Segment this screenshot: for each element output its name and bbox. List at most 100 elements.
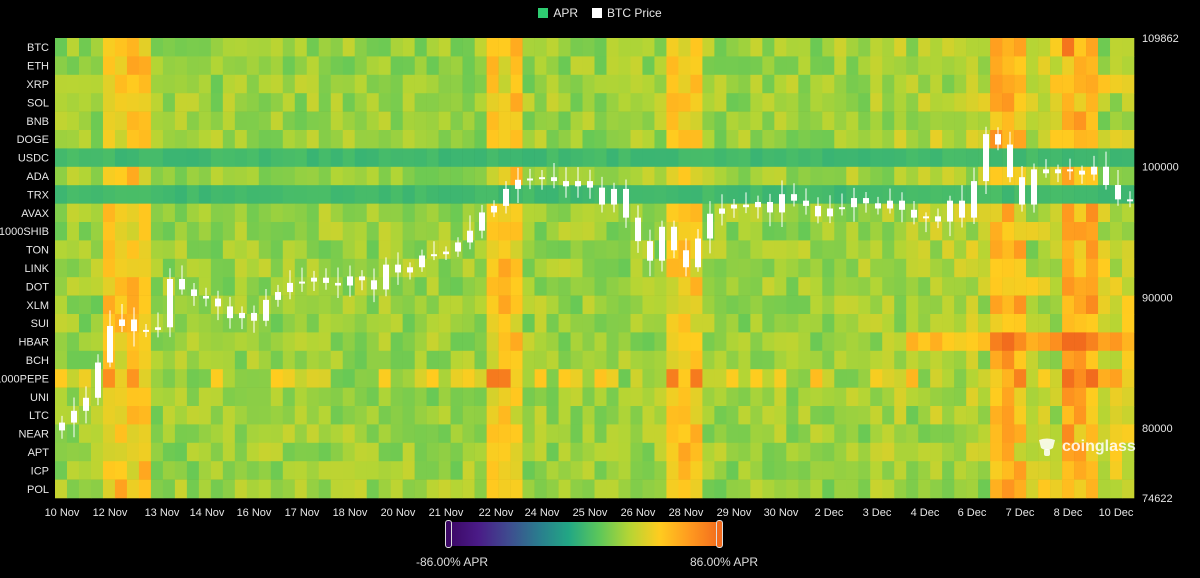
heat-cell[interactable]	[462, 461, 475, 480]
heat-cell[interactable]	[654, 295, 667, 315]
heat-cell[interactable]	[486, 166, 499, 186]
heat-cell[interactable]	[438, 461, 451, 480]
heat-cell[interactable]	[1098, 240, 1111, 260]
candle-body[interactable]	[119, 319, 125, 326]
candle-body[interactable]	[935, 216, 941, 222]
heat-cell[interactable]	[306, 240, 320, 260]
heat-cell[interactable]	[390, 314, 403, 333]
candle-body[interactable]	[1079, 170, 1085, 175]
heat-cell[interactable]	[570, 130, 583, 149]
heat-cell[interactable]	[222, 56, 236, 76]
heat-cell[interactable]	[582, 277, 595, 296]
heat-cell[interactable]	[294, 387, 308, 407]
heat-cell[interactable]	[954, 295, 967, 315]
heat-cell[interactable]	[882, 56, 895, 76]
heat-cell[interactable]	[510, 424, 523, 444]
candle-body[interactable]	[107, 325, 113, 363]
heat-cell[interactable]	[990, 240, 1003, 260]
heat-cell[interactable]	[678, 350, 691, 370]
heat-cell[interactable]	[642, 314, 655, 333]
heat-cell[interactable]	[834, 240, 847, 260]
heat-cell[interactable]	[750, 258, 763, 278]
heat-cell[interactable]	[690, 38, 703, 57]
heat-cell[interactable]	[750, 93, 763, 112]
heat-cell[interactable]	[354, 350, 368, 370]
heat-cell[interactable]	[282, 369, 296, 388]
heat-cell[interactable]	[1098, 479, 1111, 499]
heat-cell[interactable]	[1002, 258, 1015, 278]
heat-cell[interactable]	[258, 166, 272, 186]
heat-cell[interactable]	[366, 38, 379, 57]
heat-cell[interactable]	[990, 406, 1003, 425]
heat-cell[interactable]	[546, 203, 559, 223]
heat-cell[interactable]	[690, 442, 703, 462]
heat-cell[interactable]	[1122, 111, 1135, 131]
heat-cell[interactable]	[186, 56, 200, 76]
heat-cell[interactable]	[1098, 314, 1111, 333]
heat-cell[interactable]	[642, 93, 655, 112]
heat-cell[interactable]	[1002, 461, 1015, 480]
heat-cell[interactable]	[174, 314, 188, 333]
heat-cell[interactable]	[486, 295, 499, 315]
heat-cell[interactable]	[702, 461, 715, 480]
heat-cell[interactable]	[1062, 277, 1075, 296]
heat-cell[interactable]	[750, 277, 763, 296]
heat-cell[interactable]	[114, 111, 128, 131]
heat-cell[interactable]	[594, 130, 607, 149]
heat-cell[interactable]	[522, 461, 535, 480]
heat-cell[interactable]	[1026, 130, 1039, 149]
heat-cell[interactable]	[426, 442, 439, 462]
heat-cell[interactable]	[606, 148, 619, 168]
heat-cell[interactable]	[486, 406, 499, 425]
heat-cell[interactable]	[318, 203, 332, 223]
heat-cell[interactable]	[438, 74, 451, 94]
heat-cell[interactable]	[930, 277, 943, 296]
heat-cell[interactable]	[1026, 203, 1039, 223]
heat-cell[interactable]	[498, 479, 511, 499]
heat-cell[interactable]	[714, 93, 727, 112]
heat-cell[interactable]	[294, 258, 308, 278]
heat-cell[interactable]	[282, 387, 296, 407]
heat-cell[interactable]	[918, 130, 931, 149]
heat-cell[interactable]	[78, 424, 92, 444]
heat-cell[interactable]	[402, 332, 415, 352]
heat-cell[interactable]	[426, 56, 439, 76]
heat-cell[interactable]	[354, 424, 368, 444]
heat-cell[interactable]	[126, 130, 140, 149]
heat-cell[interactable]	[246, 424, 260, 444]
heat-cell[interactable]	[1014, 424, 1027, 444]
heat-cell[interactable]	[774, 424, 787, 444]
heat-cell[interactable]	[138, 479, 152, 499]
heat-cell[interactable]	[318, 93, 332, 112]
heat-cell[interactable]	[618, 56, 631, 76]
heat-cell[interactable]	[1074, 350, 1087, 370]
heat-cell[interactable]	[90, 479, 104, 499]
heat-cell[interactable]	[318, 240, 332, 260]
heat-cell[interactable]	[246, 166, 260, 186]
heat-cell[interactable]	[570, 93, 583, 112]
heat-cell[interactable]	[558, 130, 571, 149]
heat-cell[interactable]	[378, 442, 391, 462]
heat-cell[interactable]	[174, 240, 188, 260]
heat-cell[interactable]	[846, 350, 859, 370]
heat-cell[interactable]	[726, 74, 739, 94]
heat-cell[interactable]	[318, 56, 332, 76]
candle-body[interactable]	[155, 327, 161, 330]
heat-cell[interactable]	[486, 130, 499, 149]
heat-cell[interactable]	[930, 166, 943, 186]
heat-cell[interactable]	[666, 258, 679, 278]
heat-cell[interactable]	[738, 148, 751, 168]
heat-cell[interactable]	[114, 93, 128, 112]
heat-cell[interactable]	[1014, 479, 1027, 499]
heat-cell[interactable]	[1086, 295, 1099, 315]
heat-cell[interactable]	[450, 277, 463, 296]
heat-cell[interactable]	[966, 387, 979, 407]
heat-cell[interactable]	[390, 350, 403, 370]
heat-cell[interactable]	[798, 442, 811, 462]
heat-cell[interactable]	[678, 442, 691, 462]
heat-cell[interactable]	[378, 479, 391, 499]
heat-cell[interactable]	[186, 111, 200, 131]
heat-cell[interactable]	[234, 203, 248, 223]
heat-cell[interactable]	[942, 130, 955, 149]
heat-cell[interactable]	[738, 93, 751, 112]
